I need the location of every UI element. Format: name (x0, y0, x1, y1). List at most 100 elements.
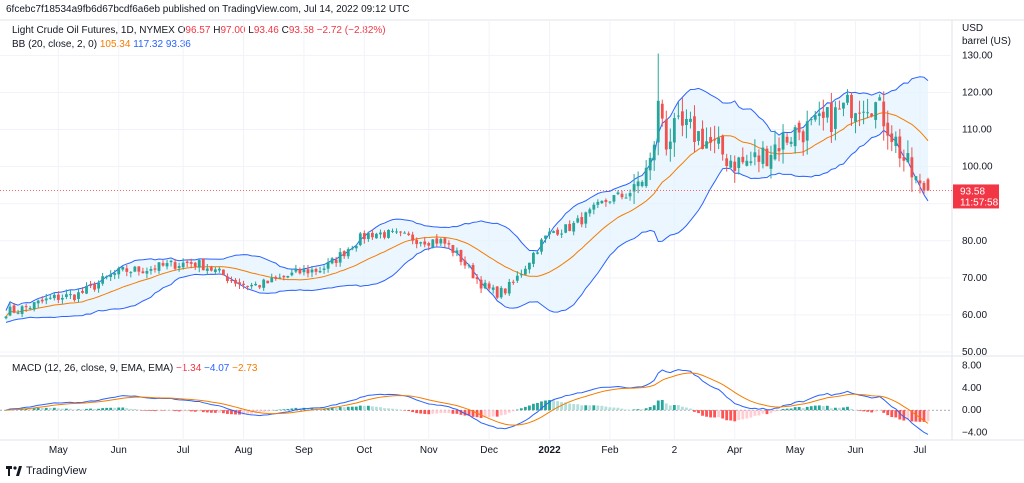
candle-body[interactable] (632, 184, 636, 192)
candle-body[interactable] (648, 157, 652, 171)
candle-body[interactable] (741, 156, 745, 163)
candle-body[interactable] (894, 136, 898, 146)
candle-body[interactable] (882, 101, 886, 127)
candle-body[interactable] (886, 122, 890, 136)
candle-body[interactable] (874, 102, 878, 120)
candle-body[interactable] (592, 204, 596, 210)
candle-body[interactable] (870, 113, 874, 117)
candle-body[interactable] (399, 231, 402, 233)
candle-body[interactable] (821, 111, 825, 118)
candle-body[interactable] (254, 283, 258, 286)
candle-body[interactable] (467, 265, 471, 267)
candle-body[interactable] (813, 115, 817, 120)
candle-body[interactable] (572, 223, 576, 232)
candle-body[interactable] (773, 144, 777, 160)
candle-body[interactable] (890, 133, 894, 142)
candle-body[interactable] (717, 137, 721, 144)
candle-body[interactable] (544, 235, 547, 239)
candle-body[interactable] (230, 280, 233, 282)
candle-body[interactable] (644, 167, 648, 187)
candle-body[interactable] (4, 316, 8, 319)
candle-body[interactable] (914, 176, 918, 181)
candle-body[interactable] (169, 260, 173, 263)
candle-body[interactable] (777, 148, 781, 152)
candle-body[interactable] (451, 245, 455, 253)
candle-body[interactable] (729, 160, 733, 168)
candle-body[interactable] (326, 261, 330, 269)
candle-body[interactable] (801, 131, 805, 143)
candle-body[interactable] (519, 274, 523, 276)
candle-body[interactable] (745, 160, 749, 166)
candle-body[interactable] (596, 201, 600, 205)
candle-body[interactable] (906, 153, 910, 163)
candle-body[interactable] (725, 158, 729, 167)
candle-body[interactable] (854, 113, 857, 122)
candle-body[interactable] (825, 107, 829, 118)
candle-body[interactable] (185, 261, 189, 263)
candle-body[interactable] (495, 286, 499, 298)
candle-body[interactable] (846, 94, 849, 103)
candle-body[interactable] (435, 238, 439, 244)
candle-body[interactable] (685, 118, 688, 126)
candle-body[interactable] (628, 193, 632, 197)
candle-body[interactable] (314, 268, 318, 272)
candle-body[interactable] (105, 276, 109, 278)
candle-body[interactable] (556, 229, 559, 235)
candle-body[interactable] (85, 286, 88, 294)
candle-body[interactable] (419, 242, 423, 244)
candle-body[interactable] (483, 282, 487, 289)
candle-body[interactable] (858, 112, 861, 114)
candle-body[interactable] (209, 267, 213, 271)
candle-body[interactable] (797, 122, 801, 133)
candle-body[interactable] (278, 277, 282, 279)
candle-body[interactable] (52, 294, 56, 299)
candle-body[interactable] (149, 269, 153, 271)
candle-body[interactable] (201, 258, 205, 271)
candle-body[interactable] (125, 268, 129, 272)
candle-body[interactable] (523, 268, 527, 275)
candle-body[interactable] (318, 270, 322, 273)
candle-body[interactable] (48, 297, 52, 299)
candle-body[interactable] (620, 193, 624, 198)
candle-body[interactable] (12, 305, 16, 313)
candle-body[interactable] (370, 232, 374, 238)
candle-body[interactable] (693, 116, 696, 142)
candle-body[interactable] (262, 279, 266, 288)
candle-body[interactable] (612, 195, 616, 202)
tradingview-logo[interactable]: TradingView (6, 465, 87, 477)
candle-body[interactable] (749, 161, 753, 163)
candle-body[interactable] (346, 249, 350, 257)
candle-body[interactable] (387, 229, 390, 238)
candle-body[interactable] (507, 281, 511, 294)
candle-body[interactable] (161, 263, 165, 266)
candle-body[interactable] (866, 112, 870, 114)
candle-body[interactable] (153, 268, 157, 270)
candle-body[interactable] (862, 111, 865, 113)
candle-body[interactable] (584, 212, 588, 224)
candle-body[interactable] (354, 245, 358, 249)
candle-body[interactable] (737, 157, 741, 168)
symbol-legend[interactable]: Light Crude Oil Futures, 1D, NYMEX O96.5… (12, 25, 386, 36)
candle-body[interactable] (69, 294, 72, 296)
candle-body[interactable] (60, 297, 64, 300)
candle-body[interactable] (668, 141, 672, 150)
candle-body[interactable] (32, 302, 36, 310)
candle-body[interactable] (878, 97, 882, 101)
candle-body[interactable] (733, 161, 737, 171)
candle-body[interactable] (656, 100, 660, 143)
candle-body[interactable] (56, 294, 60, 300)
candle-body[interactable] (366, 233, 370, 239)
candle-body[interactable] (532, 252, 535, 264)
candle-body[interactable] (660, 103, 664, 119)
candle-body[interactable] (113, 273, 117, 275)
time-axis[interactable]: May Jun Jul Aug Sep Oct Nov Dec 2022 Feb 2 Apr May Ju… (49, 445, 926, 456)
candle-body[interactable] (833, 107, 837, 129)
candle-body[interactable] (564, 224, 568, 233)
candle-body[interactable] (133, 266, 137, 272)
candle-body[interactable] (302, 269, 306, 273)
candle-body[interactable] (290, 272, 294, 276)
candle-body[interactable] (379, 232, 382, 235)
candle-body[interactable] (157, 262, 161, 271)
bb-legend[interactable]: BB (20, close, 2, 0) 105.34 117.32 93.36 (12, 39, 191, 50)
candle-body[interactable] (922, 182, 926, 191)
